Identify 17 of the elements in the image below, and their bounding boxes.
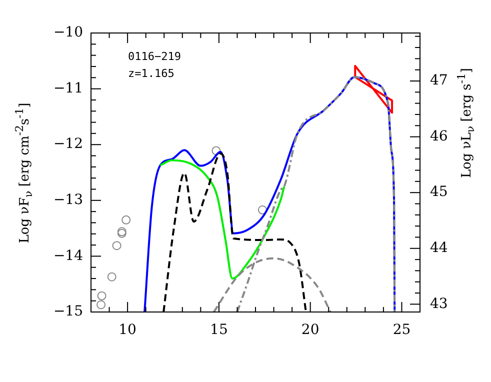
y-tick-label: −11 [53,80,83,96]
y2-tick-label: 45 [430,184,448,200]
y2-tick-label: 46 [430,128,448,144]
y-tick-label: −10 [53,24,83,41]
annotation: z=1.165 [128,67,174,80]
annotation: 0116−219 [128,50,181,63]
y-tick-label: −12 [53,136,83,152]
y2-tick-label: 43 [430,296,448,312]
x-tick-label: 20 [301,322,320,338]
x-tick-label: 15 [210,322,228,338]
y2-tick-label: 47 [430,72,448,89]
y-tick-label: −13 [53,192,83,208]
x-tick-label: 25 [392,322,411,338]
y2-tick-label: 44 [430,240,448,256]
y-tick-label: −15 [53,304,83,320]
y-tick-label: −14 [53,248,84,264]
x-tick-label: 10 [118,322,136,338]
